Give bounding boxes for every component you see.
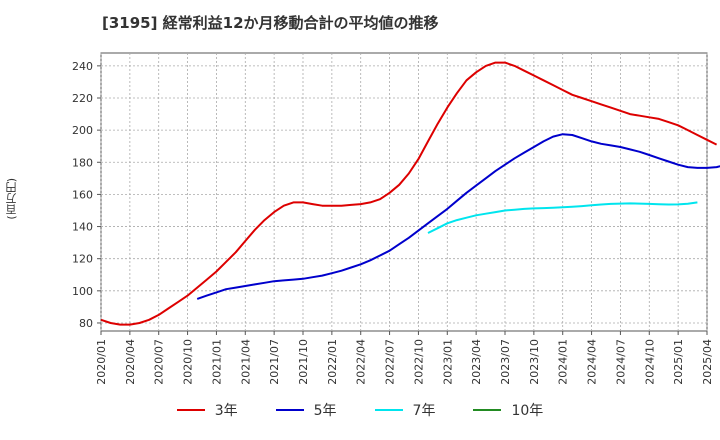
x-tick-label: 2022/07 [384,339,397,385]
legend-item: 3年 [176,400,238,420]
x-tick-label: 2025/04 [701,339,714,385]
x-tick-label: 2020/10 [182,339,195,385]
y-tick-label: 160 [72,188,93,201]
legend-swatch [473,409,502,411]
legend-item: 10年 [473,400,543,420]
y-tick-label: 220 [72,92,93,105]
series-line-3年 [100,61,718,326]
x-tick-label: 2023/04 [470,339,483,385]
x-tick-label: 2024/10 [643,339,656,385]
legend-item: 5年 [275,400,337,420]
x-tick-label: 2020/07 [153,339,166,385]
legend-label: 5年 [313,403,337,419]
legend-swatch [275,409,304,411]
x-tick-label: 2024/01 [557,339,570,385]
x-tick-label: 2021/01 [210,339,223,385]
series-line-7年 [427,201,698,234]
x-tick-label: 2021/04 [239,339,252,385]
series-line-5年 [196,133,720,300]
x-tick-label: 2022/10 [412,339,425,385]
x-tick-label: 2023/10 [528,339,541,385]
x-tick-label: 2024/07 [614,339,627,385]
x-tick-label: 2020/04 [124,339,137,385]
legend: 3年 5年 7年 10年 [0,400,720,420]
legend-label: 10年 [511,403,544,419]
legend-swatch [176,409,205,411]
legend-label: 3年 [214,403,238,419]
y-tick-label: 100 [72,285,93,298]
chart-title: [3195] 経常利益12か月移動合計の平均値の推移 [102,14,439,32]
x-tick-label: 2020/01 [95,339,108,385]
x-tick-label: 2021/07 [268,339,281,385]
legend-swatch [374,409,403,411]
plot-area [100,52,708,332]
y-tick-label: 80 [79,317,93,330]
x-tick-label: 2024/04 [586,339,599,385]
x-tick-label: 2021/10 [297,339,310,385]
x-tick-label: 2023/07 [499,339,512,385]
y-tick-label: 120 [72,253,93,266]
legend-label: 7年 [412,403,436,419]
x-tick-label: 2023/01 [441,339,454,385]
y-tick-label: 200 [72,124,93,137]
x-tick-label: 2022/04 [355,339,368,385]
x-tick-label: 2025/01 [672,339,685,385]
legend-item: 7年 [374,400,436,420]
x-tick-label: 2022/01 [326,339,339,385]
y-tick-label: 140 [72,221,93,234]
y-tick-label: 240 [72,60,93,73]
y-tick-label: 180 [72,156,93,169]
